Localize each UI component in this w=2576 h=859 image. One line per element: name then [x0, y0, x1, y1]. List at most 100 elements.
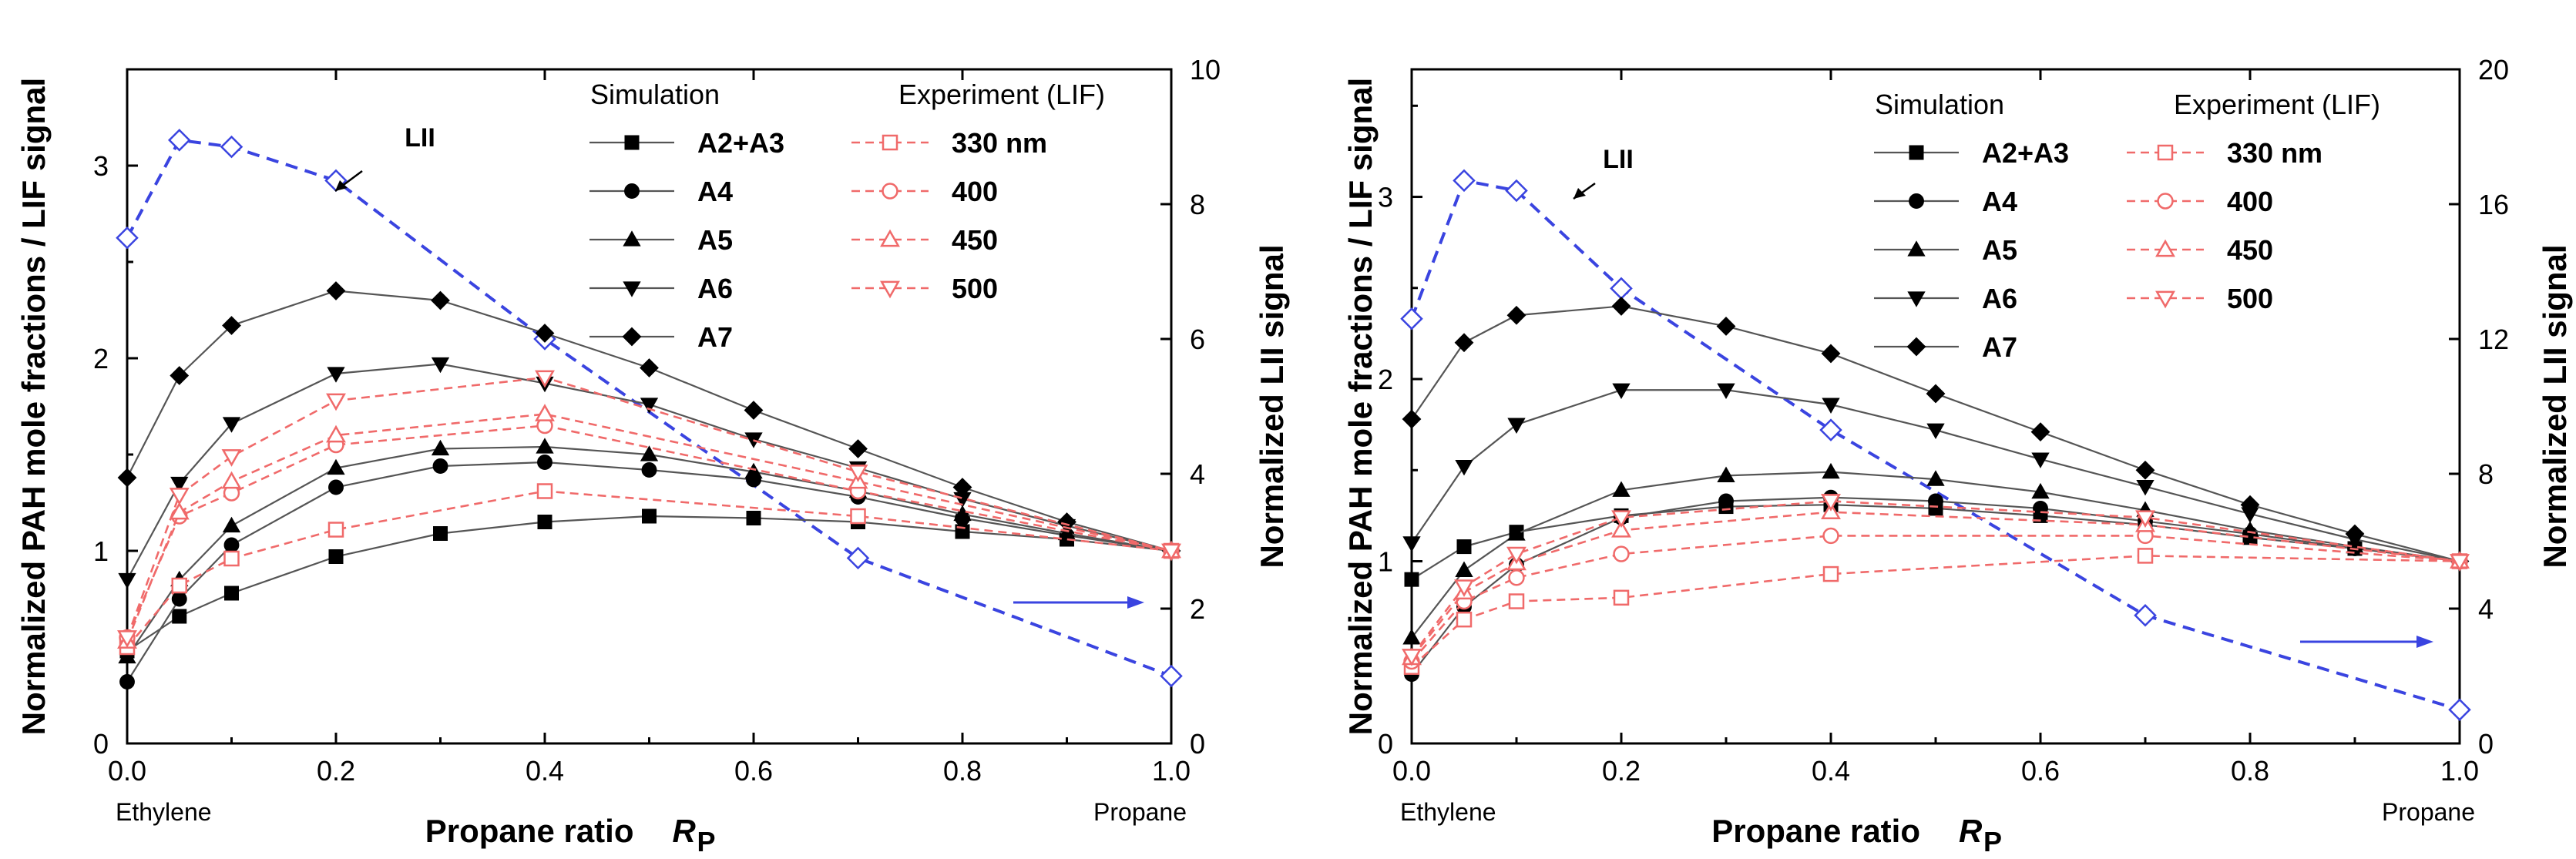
sim-point-a6	[640, 398, 659, 414]
sim-point-a5	[118, 647, 136, 664]
y-right-tick-label: 8	[2478, 458, 2494, 490]
exp-point-500	[2450, 554, 2470, 572]
exp-point-330-nm	[1456, 611, 1473, 628]
exp-point-500	[1161, 543, 1181, 562]
y-left-tick-label: 0	[1378, 728, 1393, 760]
x-tick-label: 0.2	[1602, 755, 1641, 787]
sim-point-a7	[1716, 317, 1736, 336]
y-left-tick-label: 0	[93, 728, 109, 760]
sim-point-a2-a3	[224, 586, 239, 601]
sim-point-a6	[1822, 398, 1840, 414]
sim-point-a7	[1611, 297, 1631, 316]
exp-point-330-nm	[223, 550, 240, 567]
exp-point-450	[1611, 519, 1631, 538]
sim-point-a7	[2135, 460, 2155, 480]
sim-point-a5	[1926, 470, 1945, 486]
lii-point	[1453, 169, 1476, 193]
y-axis-title-left: Normalized PAH mole fractions / LIF sign…	[1342, 78, 1379, 735]
sim-line-a7	[126, 290, 1172, 552]
sim-point-a6	[1402, 536, 1421, 552]
sim-point-a7	[431, 290, 450, 310]
x-axis-subscript: P	[697, 826, 716, 857]
x-tick-label: 0.8	[943, 755, 982, 787]
sim-point-a6	[1507, 418, 1526, 434]
legend-exp-marker	[882, 134, 898, 151]
exp-point-450	[169, 502, 190, 520]
propane-label: Propane	[1093, 798, 1187, 826]
x-tick-label: 1.0	[1152, 755, 1191, 787]
exp-point-400	[1613, 545, 1630, 562]
legend-sim-label: A7	[697, 321, 733, 353]
sim-point-a7	[640, 358, 659, 377]
y-right-tick-label: 8	[1190, 189, 1205, 220]
lii-point	[2134, 603, 2157, 627]
sim-point-a4	[328, 479, 344, 495]
sim-line-a6	[1411, 389, 2460, 562]
y-left-tick-label: 3	[93, 150, 109, 182]
sim-point-a7	[1506, 305, 1526, 325]
y-axis-title-right: Normalized LII signal	[1254, 244, 1290, 568]
sim-point-a6	[118, 572, 136, 589]
legend-exp-label: 500	[952, 273, 998, 304]
sim-point-a2-a3	[642, 508, 657, 524]
exp-point-450	[326, 424, 346, 443]
x-axis-subscript: P	[1983, 826, 2002, 857]
sim-point-a2-a3	[172, 609, 187, 624]
sim-line-a4	[1411, 496, 2460, 675]
exp-point-500	[169, 488, 190, 505]
exp-point-500	[221, 449, 242, 467]
y-axis-title-right: Normalized LII signal	[2537, 244, 2573, 568]
exp-point-330-nm	[171, 577, 187, 594]
x-tick-label: 0.0	[1392, 755, 1431, 787]
legend-exp-marker	[880, 229, 900, 247]
sim-point-a6	[170, 476, 189, 493]
exp-point-500	[535, 370, 555, 388]
x-axis-title: Propane ratio	[1711, 813, 1920, 849]
exp-point-500	[1821, 494, 1841, 512]
y-right-tick-label: 16	[2478, 189, 2509, 220]
sim-point-a5	[1717, 466, 1735, 482]
sim-point-a5	[2031, 482, 2050, 499]
x-tick-label: 0.6	[734, 755, 773, 787]
sim-point-a4	[119, 674, 135, 690]
propane-label: Propane	[2382, 798, 2475, 826]
sim-point-a5	[1822, 462, 1840, 479]
legend-sim-marker	[1909, 193, 1924, 209]
y-right-tick-label: 0	[1190, 728, 1205, 760]
exp-point-400	[1508, 569, 1525, 586]
legend-exp-label: 330 nm	[2227, 137, 2322, 169]
exp-point-500	[1454, 579, 1474, 597]
legend-sim-label: A2+A3	[1982, 137, 2069, 169]
legend-sim-label: A2+A3	[697, 127, 784, 159]
sim-point-a5	[327, 458, 345, 475]
sim-point-a5	[536, 438, 554, 454]
x-tick-label: 1.0	[2440, 755, 2479, 787]
y-right-tick-label: 4	[1190, 458, 1205, 490]
lii-point	[1160, 664, 1183, 688]
sim-point-a7	[2240, 495, 2260, 515]
legend-experiment-title: Experiment (LIF)	[898, 79, 1105, 110]
legend-experiment-title: Experiment (LIF)	[2174, 89, 2380, 120]
legend-exp-label: 450	[952, 224, 998, 256]
x-tick-label: 0.2	[317, 755, 355, 787]
sim-point-a7	[848, 439, 868, 458]
legend-sim-label: A5	[697, 224, 733, 256]
chart-panel-right: 0.0 0.2 0.4 0.6 0.8 1.00123048121620Normalize…	[1342, 54, 2573, 857]
legend-sim-label: A4	[697, 176, 733, 207]
sim-point-a2-a3	[746, 511, 761, 525]
sim-point-a4	[1718, 493, 1734, 509]
legend-sim-label: A4	[1982, 186, 2017, 217]
exp-point-500	[1611, 510, 1631, 528]
exp-point-330-nm	[1613, 589, 1630, 606]
chart-panel-left: 0.0 0.2 0.4 0.6 0.8 1.001230246810Normalized …	[15, 54, 1290, 857]
x-tick-label: 0.4	[1812, 755, 1850, 787]
legend-exp-marker	[2157, 193, 2174, 210]
y-right-tick-label: 12	[2478, 324, 2509, 355]
sim-point-a5	[431, 439, 450, 456]
y-left-tick-label: 1	[93, 535, 109, 567]
y-left-tick-label: 2	[1378, 364, 1393, 395]
lii-point	[116, 226, 139, 250]
legend-sim-marker	[622, 327, 642, 347]
sim-point-a5	[640, 445, 659, 461]
